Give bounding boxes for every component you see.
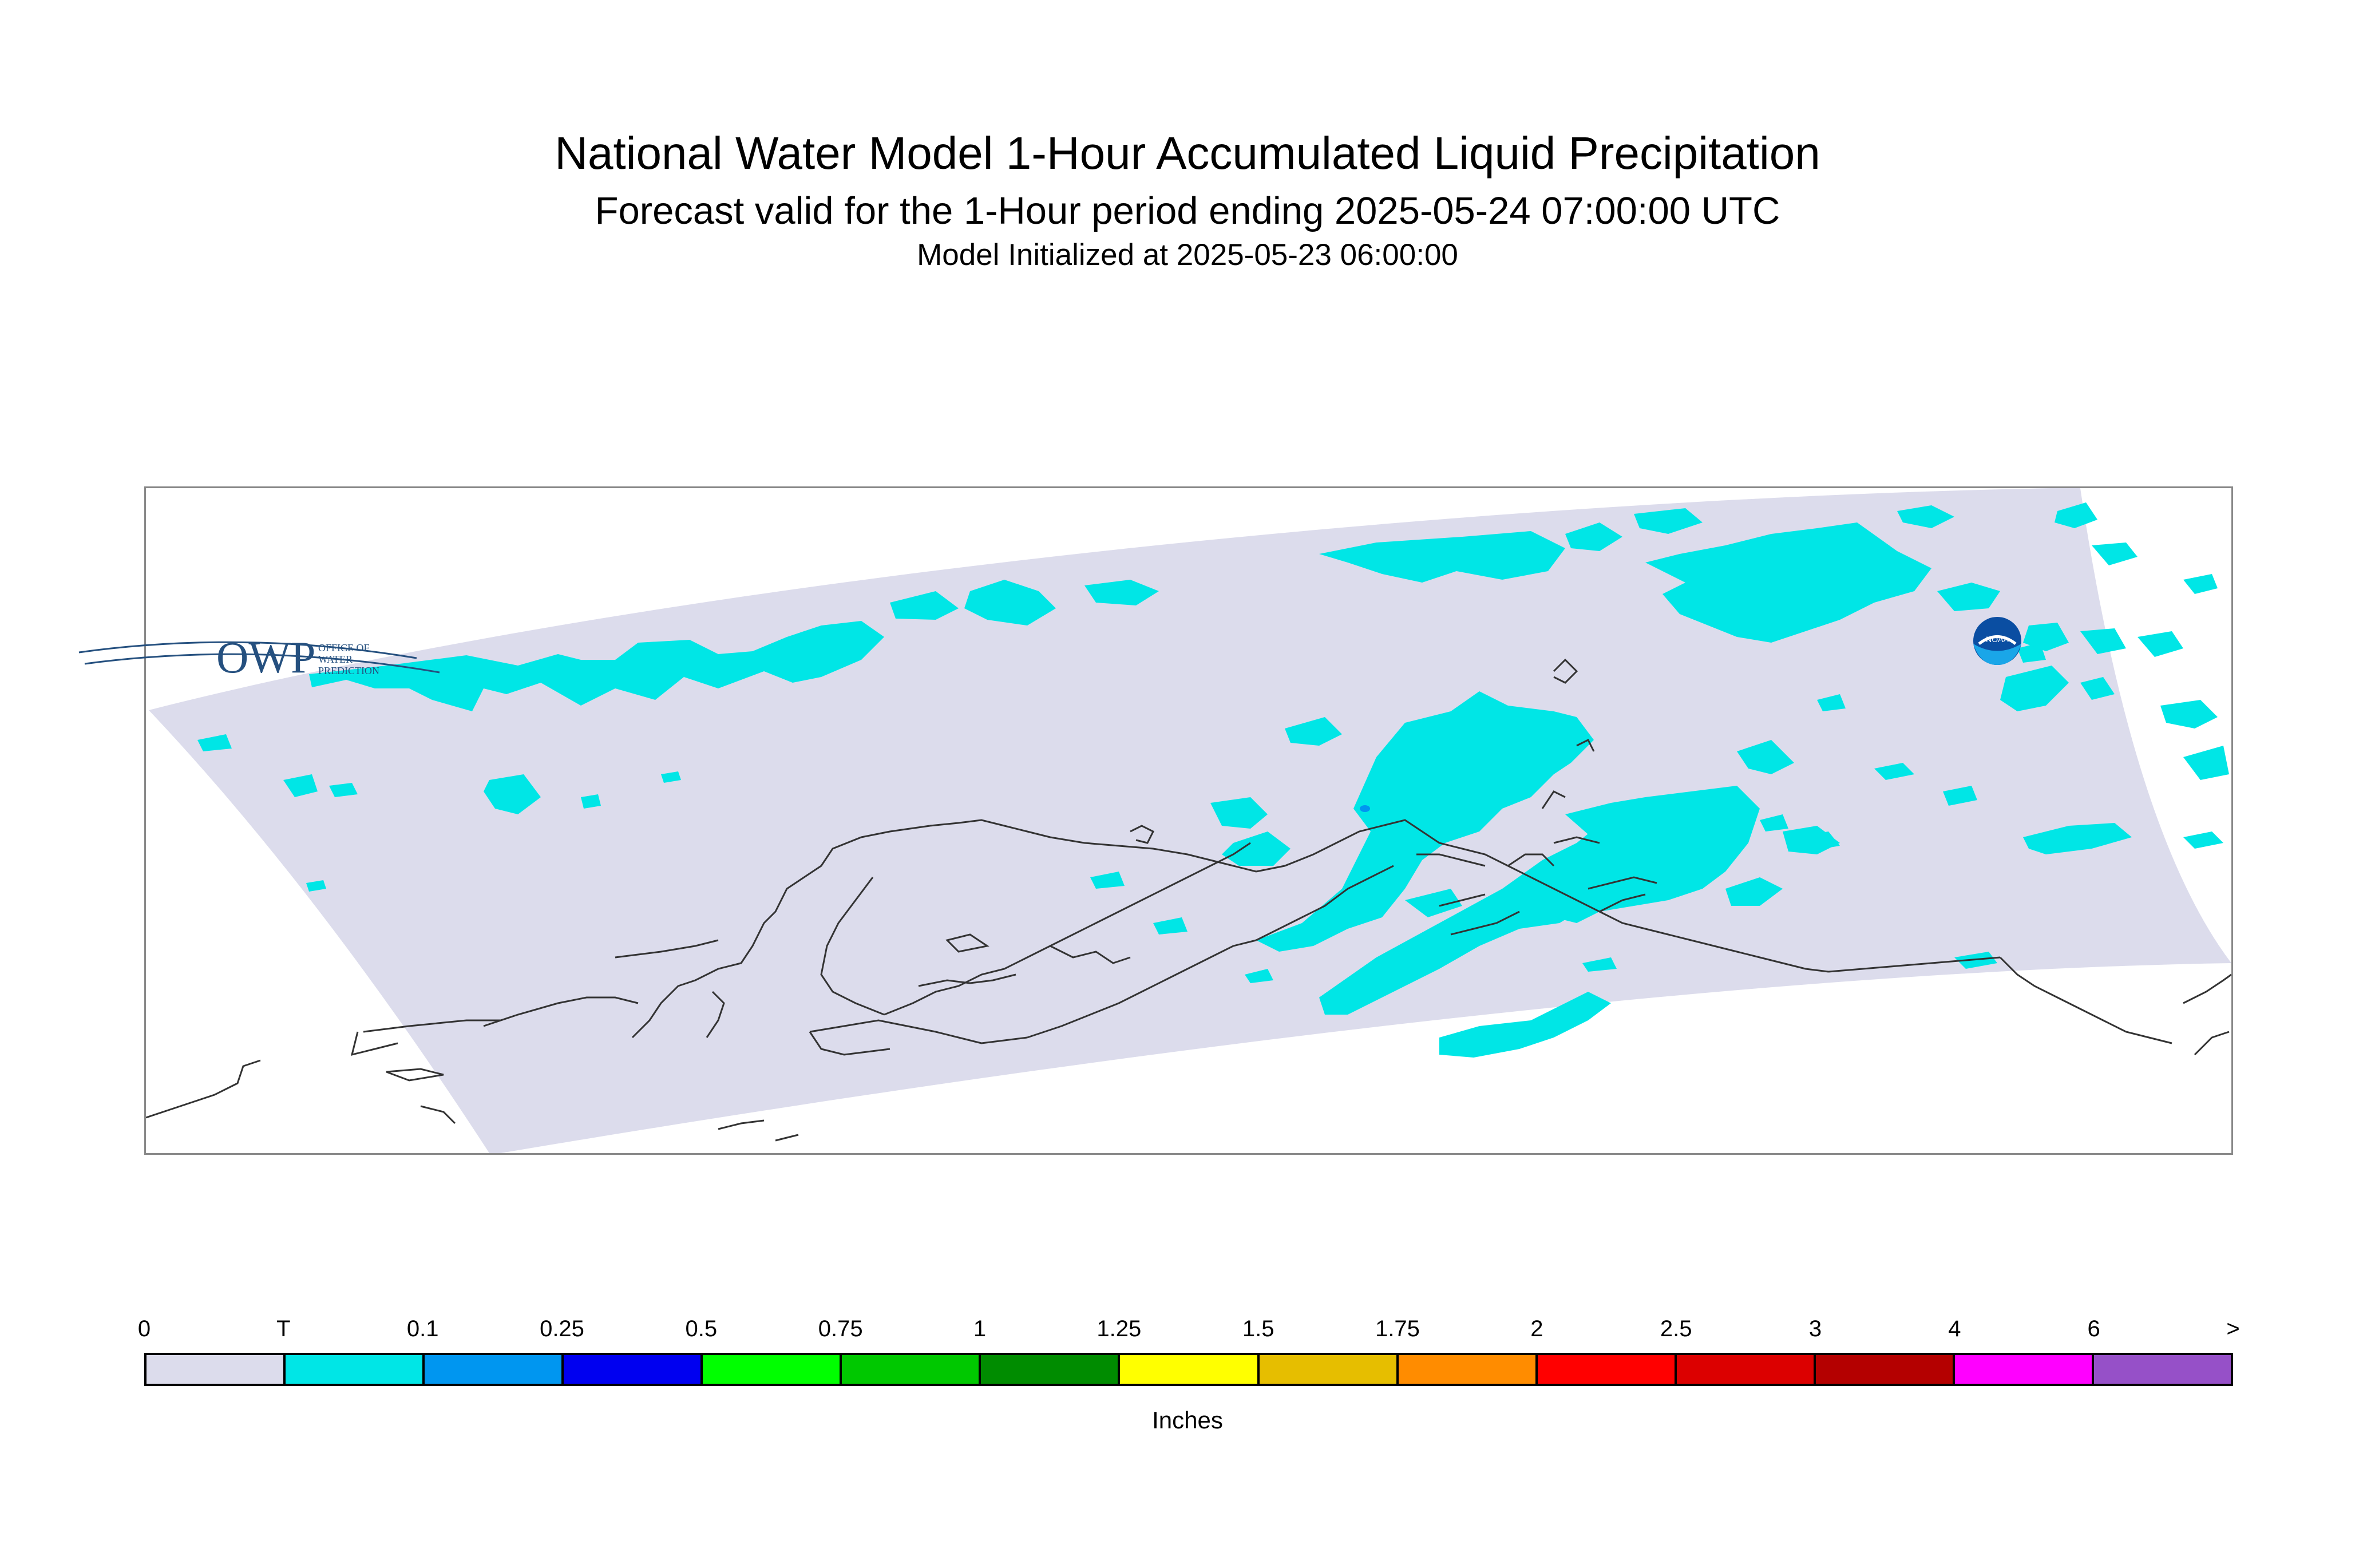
legend-swatch-3	[564, 1355, 703, 1384]
legend-swatch-5	[842, 1355, 981, 1384]
owp-logo: OWP OFFICE OF WATER PREDICTION	[78, 632, 440, 681]
legend-tick-label: 1.25	[1097, 1316, 1142, 1341]
legend-tick-label: 4	[1948, 1316, 1961, 1341]
legend-tick-label: 6	[2087, 1316, 2100, 1341]
legend-swatch-12	[1815, 1355, 1955, 1384]
noaa-mark: NOAA	[1986, 635, 2009, 644]
owp-line-1: OFFICE OF	[318, 642, 370, 654]
legend-tick-label: T	[276, 1316, 291, 1341]
noaa-wave-icon	[1973, 644, 2021, 665]
legend-swatch-2	[425, 1355, 564, 1384]
legend-swatch-10	[1537, 1355, 1677, 1384]
legend-swatch-7	[1120, 1355, 1260, 1384]
map-title: National Water Model 1-Hour Accumulated …	[555, 128, 1820, 179]
legend-tick-label: 2	[1530, 1316, 1543, 1341]
legend-swatch-13	[1954, 1355, 2094, 1384]
owp-line-3: PREDICTION	[318, 665, 379, 676]
precipitation-map	[146, 488, 2231, 1153]
model-domain	[149, 488, 2231, 1153]
legend-tick-label: 3	[1808, 1316, 1822, 1341]
legend-units: Inches	[1152, 1407, 1223, 1434]
legend-swatch-4	[703, 1355, 842, 1384]
precip-legend: 0 T 0.1 0.25 0.5 0.75 1 1.25 1.5 1.75 2 2.5 3 4 6 >	[138, 1316, 2240, 1402]
legend-tick-label: 0.25	[540, 1316, 584, 1341]
legend-tick-label: 0	[137, 1316, 151, 1341]
legend-swatch-11	[1676, 1355, 1816, 1384]
legend-swatch-0	[147, 1355, 286, 1384]
light-precip-cell	[1360, 805, 1370, 812]
legend-swatch-1	[286, 1355, 425, 1384]
legend-tick-label: 1.75	[1375, 1316, 1420, 1341]
noaa-gull-icon	[1978, 635, 2017, 646]
owp-swoosh-icon	[78, 641, 440, 674]
legend-tick-label: 0.1	[406, 1316, 439, 1341]
legend-tick-label: 0.5	[685, 1316, 718, 1341]
map-panel	[144, 486, 2233, 1155]
map-subtitle: Forecast valid for the 1-Hour period end…	[595, 189, 1780, 232]
legend-swatch-9	[1398, 1355, 1538, 1384]
legend-colorbar	[144, 1353, 2233, 1386]
noaa-logo: NOAA	[1973, 617, 2021, 665]
legend-tick-label: 0.75	[818, 1316, 863, 1341]
coastlines	[146, 658, 2231, 1142]
owp-mark: OWP	[216, 632, 315, 681]
legend-tick-label: 2.5	[1660, 1316, 1692, 1341]
trace-precip-areas	[197, 502, 2229, 1058]
legend-tick-label: 1	[973, 1316, 987, 1341]
legend-tick-label: 1.5	[1242, 1316, 1274, 1341]
model-init-line: Model Initialized at 2025-05-23 06:00:00	[917, 238, 1458, 272]
legend-swatch-6	[981, 1355, 1121, 1384]
owp-line-2: WATER	[318, 654, 353, 665]
legend-swatch-14	[2093, 1355, 2231, 1384]
legend-tick-label: >	[2226, 1316, 2240, 1341]
legend-swatch-8	[1259, 1355, 1399, 1384]
